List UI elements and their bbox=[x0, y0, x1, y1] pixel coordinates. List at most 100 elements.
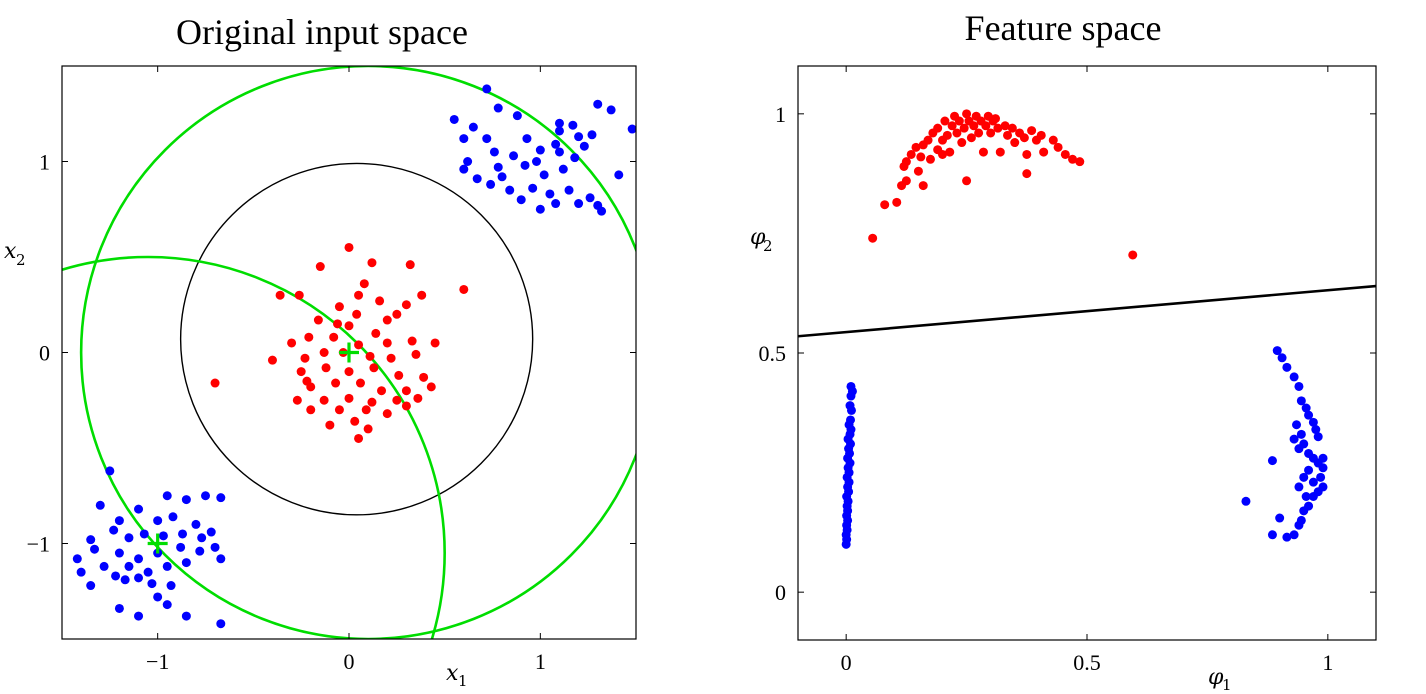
right-panel: Feature space 0 0.5 1 0 0.5 1 φ 1 φ 2 bbox=[750, 8, 1377, 694]
left-blue-point bbox=[109, 525, 119, 535]
right-red-point bbox=[954, 116, 964, 126]
left-blue-point bbox=[597, 206, 607, 216]
left-red-point bbox=[367, 397, 377, 407]
left-blue-point bbox=[463, 157, 473, 166]
right-blue-point bbox=[1313, 432, 1323, 442]
left-red-point bbox=[354, 433, 364, 443]
left-blue-point bbox=[606, 105, 616, 115]
left-red-point bbox=[302, 376, 312, 386]
left-blue-point bbox=[216, 493, 226, 503]
right-blue-point bbox=[846, 391, 856, 401]
left-blue-point bbox=[86, 581, 96, 591]
right-red-point bbox=[901, 157, 911, 167]
left-panel: Original input space −1 0 1 −1 0 1 x 1 x 2 bbox=[4, 12, 637, 690]
left-blue-point bbox=[153, 592, 163, 602]
left-blue-point bbox=[134, 573, 144, 583]
right-blue-point bbox=[1299, 439, 1309, 449]
left-red-point bbox=[371, 328, 381, 338]
right-blue-point bbox=[1289, 434, 1299, 444]
left-blue-point bbox=[486, 179, 496, 189]
right-blue-point bbox=[1316, 472, 1326, 482]
left-red-point bbox=[417, 290, 427, 300]
left-blue-point bbox=[468, 122, 478, 132]
left-red-point bbox=[394, 370, 404, 380]
right-red-point bbox=[952, 128, 962, 138]
right-red-point bbox=[947, 121, 957, 131]
left-red-point bbox=[350, 416, 360, 426]
right-red-point bbox=[906, 149, 916, 159]
right-red-point bbox=[993, 123, 1003, 133]
left-red-point bbox=[413, 393, 423, 403]
right-blue-point bbox=[1272, 346, 1282, 356]
left-blue-point bbox=[554, 118, 564, 128]
left-blue-point bbox=[181, 495, 191, 505]
left-red-point bbox=[401, 386, 411, 396]
right-blue-point bbox=[1308, 417, 1318, 427]
right-blue-point bbox=[1289, 530, 1299, 540]
left-blue-point bbox=[614, 170, 624, 180]
right-ticks: 0 0.5 1 0 0.5 1 bbox=[759, 66, 1376, 675]
left-blue-point bbox=[520, 160, 530, 170]
left-blue-point bbox=[509, 151, 519, 161]
left-blue-point bbox=[95, 500, 105, 510]
right-red-point bbox=[1019, 133, 1029, 143]
right-red-point bbox=[1039, 147, 1049, 157]
left-blue-point bbox=[579, 141, 589, 151]
right-y-label-sub: 2 bbox=[763, 237, 773, 255]
right-red-point bbox=[925, 154, 935, 164]
right-blue-point bbox=[1294, 482, 1304, 492]
right-blue-point bbox=[1294, 381, 1304, 391]
left-blue-point bbox=[545, 189, 555, 199]
left-red-point bbox=[367, 258, 377, 268]
left-blue-point bbox=[459, 164, 469, 174]
right-red-point bbox=[986, 128, 996, 138]
right-y-tick-label: 0.5 bbox=[759, 341, 787, 366]
left-red-point bbox=[344, 367, 354, 377]
right-y-axis-label: φ 2 bbox=[750, 225, 773, 255]
right-blue-point bbox=[841, 539, 851, 549]
left-red-point bbox=[354, 290, 364, 300]
right-blue-point bbox=[1304, 465, 1314, 475]
left-red-point bbox=[361, 405, 371, 415]
right-x-label-sub: 1 bbox=[1222, 676, 1232, 694]
right-blue-point bbox=[1318, 453, 1328, 463]
left-blue-point bbox=[587, 130, 597, 140]
left-blue-point bbox=[482, 84, 492, 94]
right-red-point bbox=[962, 176, 972, 186]
left-blue-point bbox=[134, 554, 144, 564]
right-red-point bbox=[974, 128, 984, 138]
right-red-point bbox=[1022, 169, 1032, 179]
left-blue-point bbox=[627, 124, 636, 134]
left-blue-point bbox=[162, 600, 172, 610]
separating-line bbox=[798, 284, 1376, 338]
left-blue-point bbox=[181, 611, 191, 621]
right-blue-point bbox=[1267, 530, 1277, 540]
left-red-point bbox=[344, 321, 354, 331]
right-x-axis-label: φ 1 bbox=[1208, 665, 1232, 694]
left-x-label: x bbox=[446, 661, 459, 686]
right-red-point bbox=[1003, 130, 1013, 140]
right-x-tick-label: 0.5 bbox=[1073, 650, 1101, 675]
right-x-label: φ bbox=[1208, 665, 1224, 690]
right-red-point bbox=[978, 147, 988, 157]
right-lines bbox=[798, 284, 1376, 338]
left-blue-point bbox=[191, 519, 201, 529]
left-blue-point bbox=[216, 554, 226, 564]
left-blue-point bbox=[153, 516, 163, 526]
left-y-tick-label: 1 bbox=[39, 150, 50, 175]
right-x-tick-label: 1 bbox=[1322, 650, 1333, 675]
left-blue-point bbox=[114, 548, 124, 558]
left-red-point bbox=[392, 395, 402, 405]
left-blue-point bbox=[166, 581, 176, 591]
left-blue-point bbox=[532, 157, 542, 166]
left-red-point bbox=[319, 348, 329, 357]
right-x-tick-label: 0 bbox=[841, 650, 852, 675]
right-blue-point bbox=[1241, 496, 1251, 506]
right-red-point bbox=[995, 147, 1005, 157]
left-red-point bbox=[329, 332, 339, 342]
right-blue-point bbox=[1311, 425, 1321, 435]
right-red-point bbox=[957, 138, 967, 148]
left-red-point bbox=[419, 372, 429, 382]
left-blue-point bbox=[168, 512, 178, 522]
